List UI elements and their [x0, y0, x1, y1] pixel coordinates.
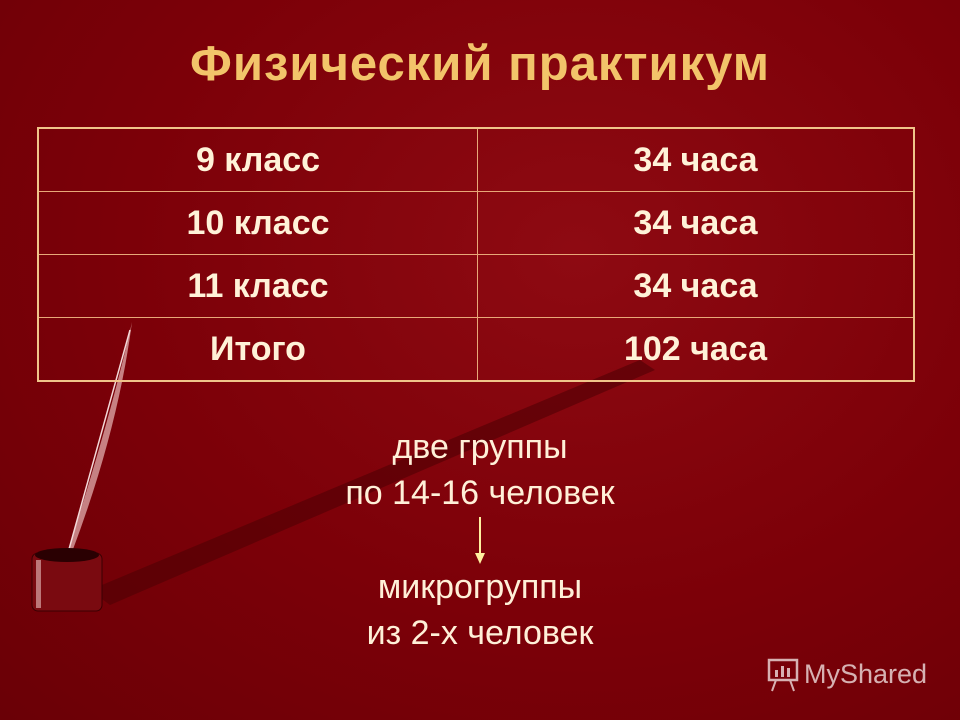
watermark-text: MyShared — [804, 658, 928, 689]
groups-line: микрогруппы — [377, 568, 583, 606]
grade-cell: 10 класс — [37, 191, 478, 255]
total-hours-cell: 102 часа — [477, 317, 915, 382]
table-row: 11 класс 34 часа — [37, 254, 915, 318]
quill-and-inkwell-illustration — [31, 322, 655, 612]
hours-table: 9 класс 34 часа 10 класс 34 часа 11 клас… — [37, 127, 915, 382]
groups-line: две группы — [392, 428, 568, 466]
hours-cell: 34 часа — [477, 127, 915, 192]
groups-line: по 14-16 человек — [345, 474, 615, 512]
presentation-board-icon — [767, 658, 799, 692]
table-row: 10 класс 34 часа — [37, 191, 915, 255]
arrow-down-icon — [475, 517, 485, 564]
table-row-total: Итого 102 часа — [37, 317, 915, 382]
groups-line: из 2-х человек — [366, 614, 594, 652]
slide-title: Физический практикум — [190, 37, 770, 91]
hours-cell: 34 часа — [477, 191, 915, 255]
total-label-cell: Итого — [37, 317, 478, 382]
groups-text: две группы по 14-16 человек микрогруппы … — [0, 424, 960, 656]
hours-cell: 34 часа — [477, 254, 915, 318]
grade-cell: 11 класс — [37, 254, 478, 318]
table-row: 9 класс 34 часа — [37, 127, 915, 192]
watermark: MyShared — [766, 656, 927, 692]
grade-cell: 9 класс — [37, 127, 478, 192]
